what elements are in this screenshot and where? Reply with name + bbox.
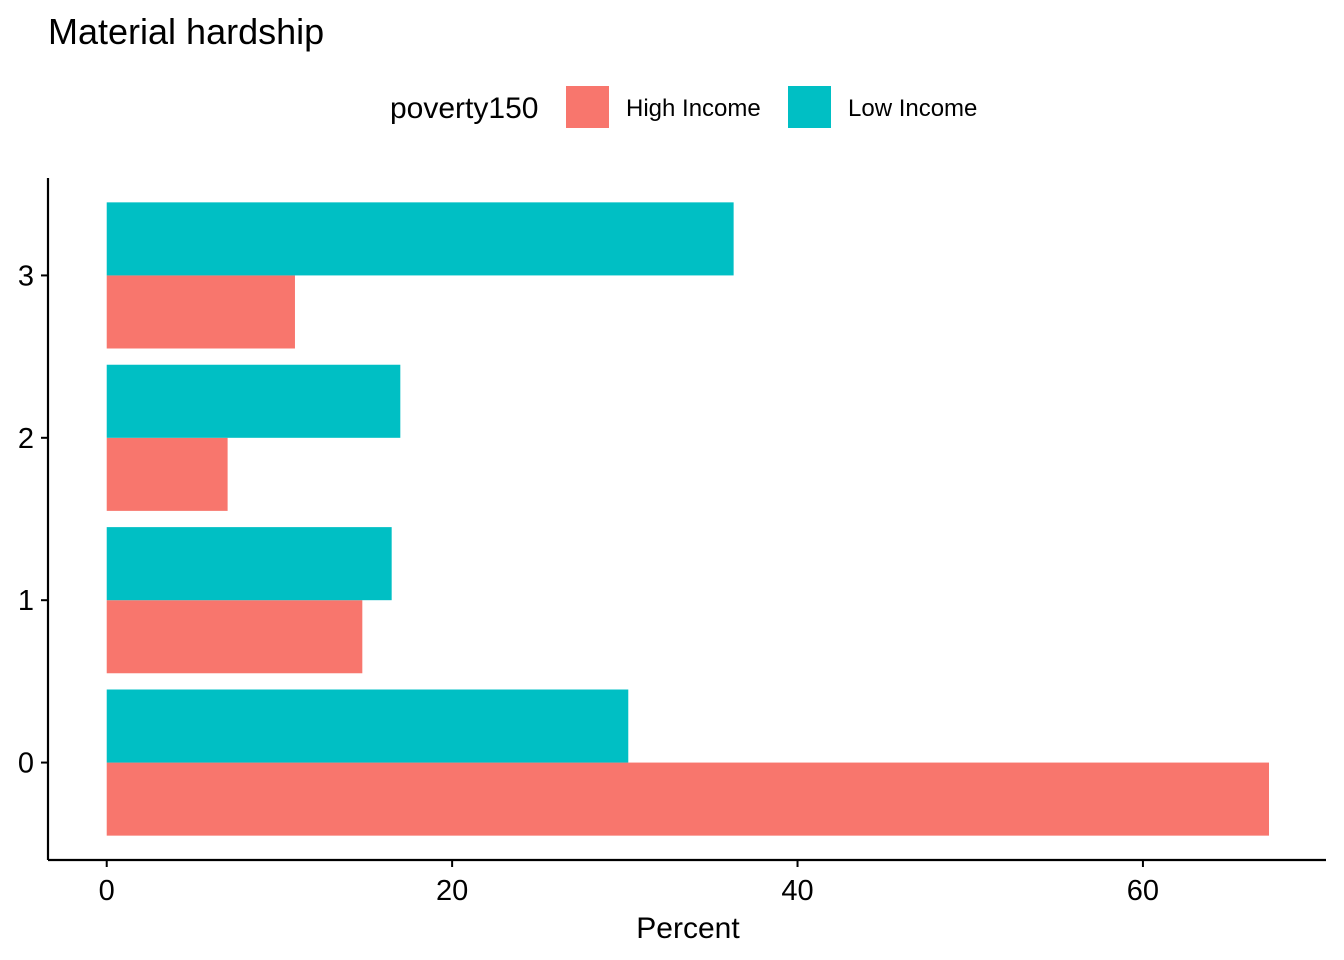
x-axis-title: Percent [636, 912, 740, 945]
x-tick-label: 40 [781, 875, 813, 907]
bar-low-income-2 [106, 364, 401, 438]
chart-title: Material hardship [48, 11, 324, 52]
bar-high-income-3 [106, 275, 295, 349]
y-tick-label: 0 [18, 748, 34, 780]
bar-low-income-3 [106, 202, 734, 276]
bar-high-income-0 [106, 762, 1270, 836]
y-tick-label: 1 [18, 585, 34, 617]
legend-key-low-income [788, 86, 831, 128]
bar-high-income-1 [106, 600, 363, 674]
x-tick-label: 20 [436, 875, 468, 907]
legend: poverty150 High Income Low Income [390, 86, 977, 128]
bar-low-income-0 [106, 689, 629, 763]
legend-key-high-income [566, 86, 609, 128]
x-tick-label: 60 [1127, 875, 1159, 907]
y-tick-label: 2 [18, 423, 34, 455]
plot-area: 0 1 2 3 0 20 40 60 [18, 178, 1326, 907]
bar-low-income-1 [106, 527, 392, 601]
bar-high-income-2 [106, 437, 228, 511]
legend-title: poverty150 [390, 92, 538, 125]
legend-label-low-income: Low Income [848, 95, 977, 122]
legend-label-high-income: High Income [626, 95, 761, 122]
x-tick-label: 0 [99, 875, 115, 907]
y-tick-label: 3 [18, 260, 34, 292]
